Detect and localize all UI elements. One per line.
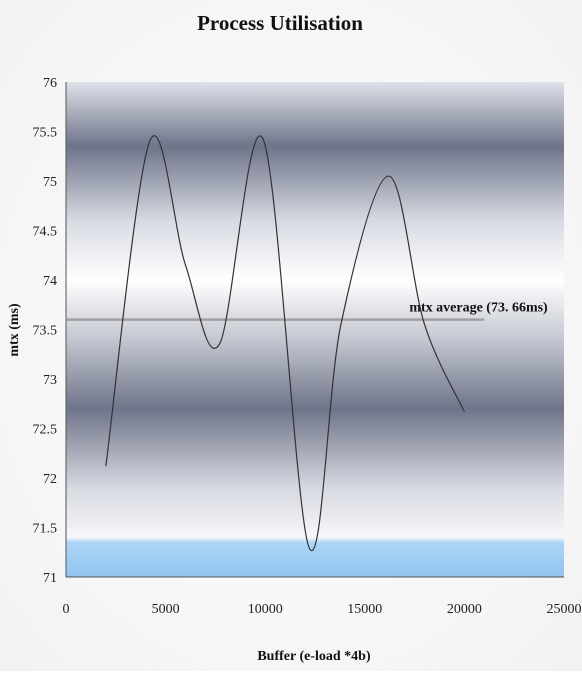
average-reference-label: mtx average (73. 66ms) (409, 301, 548, 316)
y-tick-label: 74.5 (33, 225, 58, 240)
plot-area (66, 82, 564, 577)
y-tick-label: 74 (43, 274, 57, 289)
x-tick-label: 15000 (347, 602, 382, 617)
series-layer (105, 135, 465, 552)
chart-title: Process Utilisation (197, 11, 363, 35)
x-tick-label: 5000 (152, 602, 180, 617)
x-tick-label: 20000 (447, 602, 482, 617)
y-tick-label: 73 (43, 373, 57, 388)
y-tick-label: 75.5 (33, 126, 58, 141)
axes (65, 82, 564, 578)
reference-lines: mtx average (73. 66ms) (66, 301, 548, 321)
y-tick-label: 72 (43, 472, 57, 487)
x-tick-label: 0 (63, 602, 70, 617)
y-tick-label: 72.5 (33, 423, 58, 438)
x-tick-label: 10000 (248, 602, 283, 617)
tick-labels: 71 71.5 72 72.5 73 73.5 74 74.5 75 75.5 76 0 5000 100… (33, 76, 582, 617)
y-tick-label: 71.5 (33, 522, 58, 537)
y-tick-label: 76 (43, 76, 57, 91)
y-axis-title: mtx (ms) (7, 303, 22, 357)
x-axis-title: Buffer (e-load *4b) (257, 649, 371, 664)
y-tick-label: 73.5 (33, 324, 58, 339)
series-line (105, 135, 465, 552)
y-tick-label: 75 (43, 175, 57, 190)
x-tick-label: 25000 (547, 602, 582, 617)
y-tick-label: 71 (43, 571, 57, 586)
